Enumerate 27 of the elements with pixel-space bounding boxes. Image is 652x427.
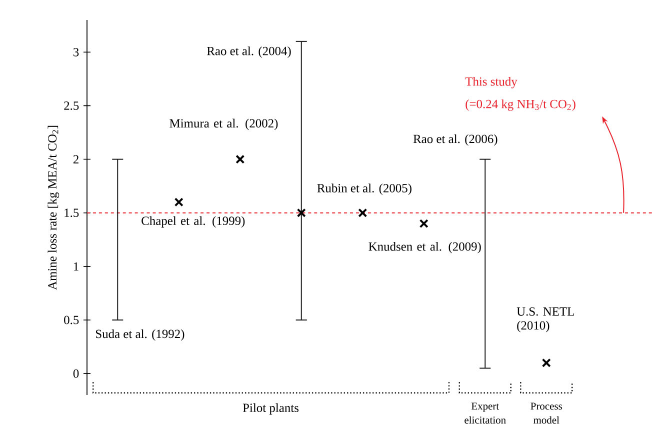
annotation: Chapel et al. (1999) xyxy=(142,216,245,228)
y-tick-label: 2 xyxy=(73,155,78,164)
y-tick-label: 0.5 xyxy=(64,316,79,324)
y-tick-label: 2.5 xyxy=(64,101,79,110)
point xyxy=(542,358,551,368)
y-tick-label: 0 xyxy=(73,369,79,378)
annotation: Suda et al. (1992) xyxy=(96,329,184,341)
annotation: Knudsen et al. (2009) xyxy=(368,242,481,254)
text: Pilot plants xyxy=(242,403,298,415)
annotation: Mimura et al. (2002) xyxy=(170,118,278,130)
text: Process model xyxy=(530,402,562,424)
point xyxy=(419,219,428,228)
annotation: Rao et al. (2004) xyxy=(207,46,291,58)
y-tick-label: 3 xyxy=(74,48,79,56)
text: Expert elicitation xyxy=(464,402,506,424)
y-tick-label: 1.5 xyxy=(64,208,79,218)
annotation: Rubin et al. (2005) xyxy=(317,184,412,195)
point xyxy=(296,208,306,218)
point xyxy=(174,198,184,207)
point xyxy=(236,154,245,164)
ref-line-label: This study xyxy=(465,76,518,88)
annotation: Rao et al. (2006) xyxy=(413,134,498,146)
y-axis-title: Amine loss rate [kg MEA/t CO$_{2}$] xyxy=(48,126,60,290)
annotation: (=0.24 kg NH$_{3}$/t CO$_{2}$) xyxy=(466,99,576,111)
point xyxy=(358,208,368,218)
annotation: U.S. NETL (2010) xyxy=(516,307,574,332)
y-tick-label: 1 xyxy=(74,262,78,271)
